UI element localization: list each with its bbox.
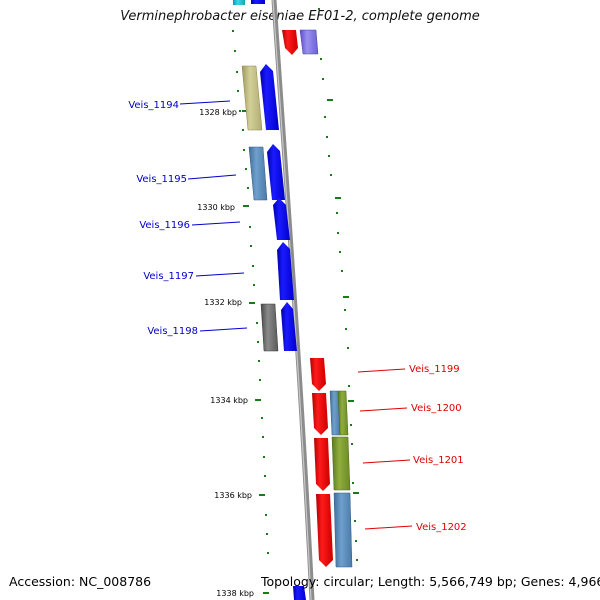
label-leaders-reverse xyxy=(357,368,413,530)
leader-veis-1194 xyxy=(179,100,231,105)
leader-veis-1195 xyxy=(187,174,237,180)
leader-veis-1202 xyxy=(364,525,413,530)
gene-label-veis-1202: Veis_1202 xyxy=(416,522,467,533)
gene-arrow-top-blue xyxy=(251,0,265,4)
gene-label-veis-1196: Veis_1196 xyxy=(139,220,190,231)
gene-arrow-veis-1195 xyxy=(267,144,285,200)
gene-arrow-bottom-blue xyxy=(293,586,306,600)
genome-backbone xyxy=(271,0,315,600)
gene-arrow-veis-1201 xyxy=(314,438,330,491)
gene-label-veis-1194: Veis_1194 xyxy=(128,100,179,111)
label-leaders-forward xyxy=(179,100,248,332)
tick-mark-1332 xyxy=(249,302,255,304)
accession-text: Accession: NC_008786 xyxy=(9,574,152,589)
gene-label-veis-1200: Veis_1200 xyxy=(411,403,462,414)
map-title: Verminephrobacter eiseniae EF01-2, compl… xyxy=(120,9,480,24)
tick-mark-1334 xyxy=(255,399,261,401)
leader-veis-1200 xyxy=(359,407,408,412)
gene-arrow-olive-1201 xyxy=(331,436,351,491)
gene-arrow-veis-1194 xyxy=(260,64,279,130)
gene-arrows-forward xyxy=(233,0,306,600)
gene-arrow-top-cyan xyxy=(233,0,245,5)
scale-dots-outer xyxy=(318,8,358,561)
leader-veis-1197 xyxy=(195,272,245,277)
gene-arrow-veis-1199 xyxy=(310,358,326,391)
gene-labels-reverse: Veis_1199 Veis_1200 Veis_1201 Veis_1202 xyxy=(409,364,467,533)
gene-arrow-veis-1198 xyxy=(281,302,297,351)
tick-label-1334: 1334 kbp xyxy=(210,396,248,405)
tick-label-1336: 1336 kbp xyxy=(214,491,252,500)
gene-label-veis-1198: Veis_1198 xyxy=(147,326,198,337)
tick-label-1332: 1332 kbp xyxy=(204,298,242,307)
gene-arrow-khaki xyxy=(241,65,263,131)
scale-dashes-outer xyxy=(327,99,359,494)
leader-veis-1196 xyxy=(191,221,241,226)
gene-arrow-steel-1195 xyxy=(248,146,268,201)
tick-label-1338: 1338 kbp xyxy=(216,589,254,598)
leader-veis-1201 xyxy=(362,459,411,464)
gene-arrow-top-violet xyxy=(299,29,319,55)
gene-arrow-veis-1197 xyxy=(277,242,294,300)
gene-label-veis-1197: Veis_1197 xyxy=(143,271,194,282)
tick-mark-1338 xyxy=(263,592,269,594)
leader-veis-1199 xyxy=(357,368,406,373)
tick-label-1328: 1328 kbp xyxy=(199,108,237,117)
tick-mark-1336 xyxy=(259,494,265,496)
gene-label-veis-1195: Veis_1195 xyxy=(136,174,187,185)
gene-arrow-top-red xyxy=(282,30,298,55)
gene-arrows-reverse xyxy=(282,29,353,568)
gene-arrow-veis-1200 xyxy=(312,393,328,435)
kbp-tick-labels: 1328 kbp 1330 kbp 1332 kbp 1334 kbp 1336… xyxy=(197,108,254,598)
genome-stats-text: Topology: circular; Length: 5,566,749 bp… xyxy=(261,574,600,589)
kbp-ticks xyxy=(242,110,269,594)
leader-veis-1198 xyxy=(199,327,248,332)
tick-label-1330: 1330 kbp xyxy=(197,203,235,212)
gene-arrow-veis-1202 xyxy=(316,494,333,567)
gene-arrow-steel-1202 xyxy=(333,492,353,568)
tick-mark-1330 xyxy=(243,205,249,207)
gene-arrow-olive-1200 xyxy=(337,390,349,436)
gene-label-veis-1199: Veis_1199 xyxy=(409,364,460,375)
gene-label-veis-1201: Veis_1201 xyxy=(413,455,464,466)
scale-dots-inner xyxy=(232,30,269,554)
gene-arrow-veis-1196 xyxy=(273,198,290,240)
tick-mark-1328 xyxy=(242,110,248,112)
gene-arrow-gray-1198 xyxy=(260,303,279,352)
gene-labels-forward: Veis_1194 Veis_1195 Veis_1196 Veis_1197 … xyxy=(128,100,198,337)
